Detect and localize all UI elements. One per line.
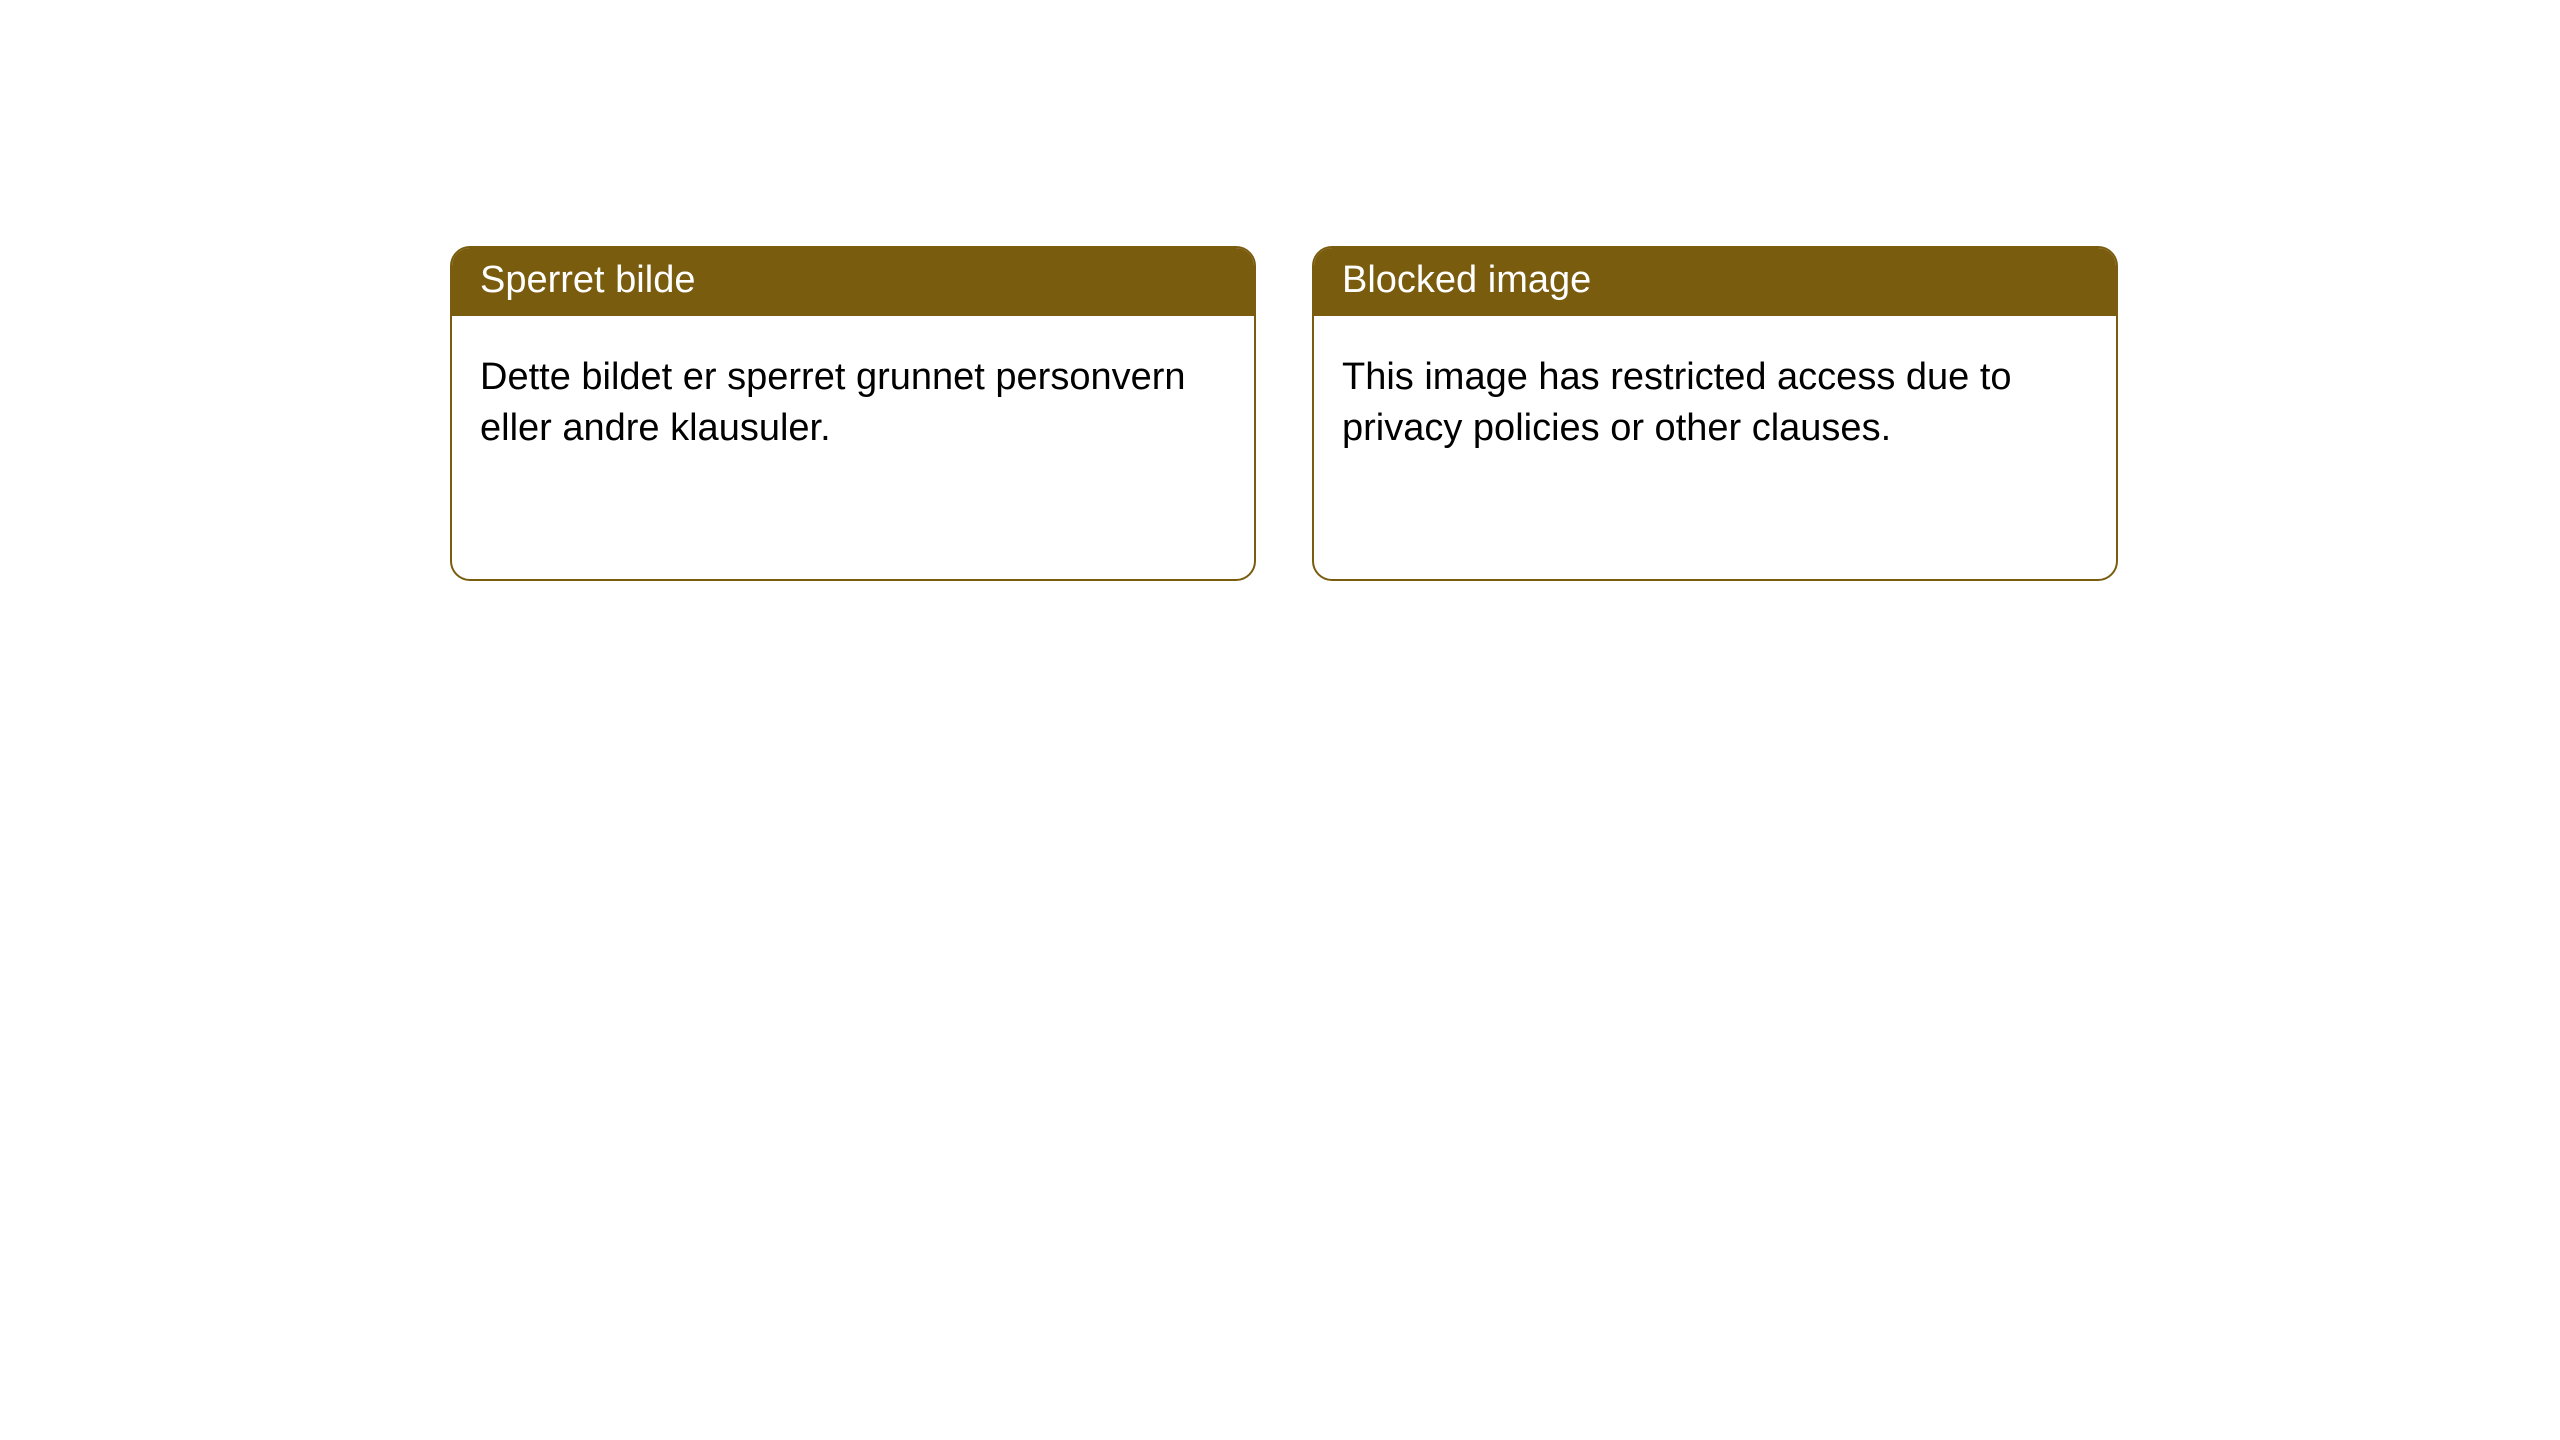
notice-header: Blocked image	[1314, 248, 2116, 316]
notice-card-english: Blocked image This image has restricted …	[1312, 246, 2118, 581]
notice-card-norwegian: Sperret bilde Dette bildet er sperret gr…	[450, 246, 1256, 581]
notice-body: Dette bildet er sperret grunnet personve…	[452, 316, 1254, 491]
notice-header: Sperret bilde	[452, 248, 1254, 316]
notice-body: This image has restricted access due to …	[1314, 316, 2116, 491]
notice-container: Sperret bilde Dette bildet er sperret gr…	[450, 246, 2118, 581]
